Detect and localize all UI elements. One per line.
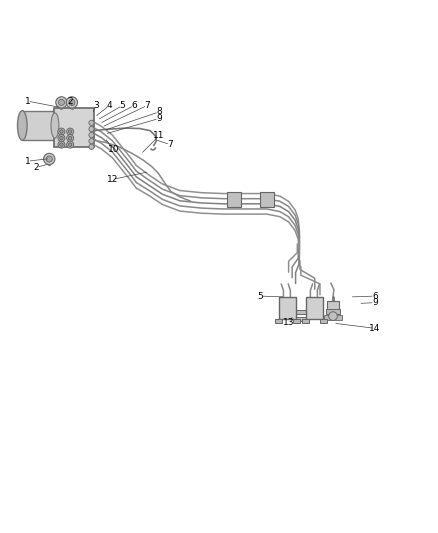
Circle shape	[68, 136, 72, 140]
Circle shape	[58, 99, 64, 106]
Circle shape	[66, 97, 78, 108]
Text: 7: 7	[144, 101, 150, 110]
Circle shape	[60, 130, 63, 133]
Text: 3: 3	[93, 101, 99, 110]
Text: 6: 6	[131, 101, 137, 110]
FancyBboxPatch shape	[326, 309, 340, 314]
Circle shape	[68, 130, 72, 133]
Text: 5: 5	[258, 292, 263, 301]
Circle shape	[67, 141, 74, 148]
FancyBboxPatch shape	[320, 319, 327, 323]
Circle shape	[89, 133, 94, 138]
Circle shape	[328, 312, 337, 320]
Circle shape	[46, 156, 52, 162]
Circle shape	[89, 120, 94, 125]
Text: 7: 7	[167, 140, 173, 149]
Text: 10: 10	[108, 146, 120, 155]
Circle shape	[89, 144, 94, 149]
Ellipse shape	[51, 113, 59, 138]
Text: 13: 13	[283, 318, 294, 327]
FancyBboxPatch shape	[22, 111, 55, 140]
Text: 11: 11	[153, 132, 165, 140]
Circle shape	[58, 128, 65, 135]
Circle shape	[89, 126, 94, 132]
FancyBboxPatch shape	[296, 317, 306, 321]
Text: 12: 12	[107, 175, 118, 184]
Text: 2: 2	[67, 96, 73, 106]
Circle shape	[60, 143, 63, 147]
Text: 1: 1	[25, 157, 30, 166]
FancyBboxPatch shape	[275, 319, 282, 323]
FancyBboxPatch shape	[302, 319, 309, 323]
Circle shape	[89, 139, 94, 144]
FancyBboxPatch shape	[227, 192, 241, 207]
FancyBboxPatch shape	[54, 108, 94, 147]
Circle shape	[58, 135, 65, 142]
Text: 8: 8	[156, 108, 162, 117]
Text: 9: 9	[372, 298, 378, 307]
Text: 5: 5	[120, 101, 125, 110]
Circle shape	[58, 141, 65, 148]
Text: 2: 2	[33, 163, 39, 172]
Circle shape	[68, 143, 72, 147]
Text: 14: 14	[369, 324, 381, 333]
Text: 9: 9	[156, 114, 162, 123]
Circle shape	[69, 99, 75, 106]
FancyBboxPatch shape	[293, 319, 300, 323]
Circle shape	[67, 135, 74, 142]
FancyBboxPatch shape	[327, 301, 339, 310]
FancyBboxPatch shape	[279, 297, 296, 319]
FancyBboxPatch shape	[296, 310, 306, 314]
Ellipse shape	[18, 111, 27, 140]
Circle shape	[56, 97, 67, 108]
Circle shape	[44, 154, 55, 165]
Circle shape	[60, 136, 63, 140]
FancyBboxPatch shape	[260, 192, 274, 207]
Text: 4: 4	[106, 101, 112, 110]
FancyBboxPatch shape	[306, 297, 323, 319]
Circle shape	[67, 128, 74, 135]
FancyBboxPatch shape	[324, 315, 342, 320]
Text: 1: 1	[25, 96, 30, 106]
Text: 6: 6	[372, 292, 378, 301]
